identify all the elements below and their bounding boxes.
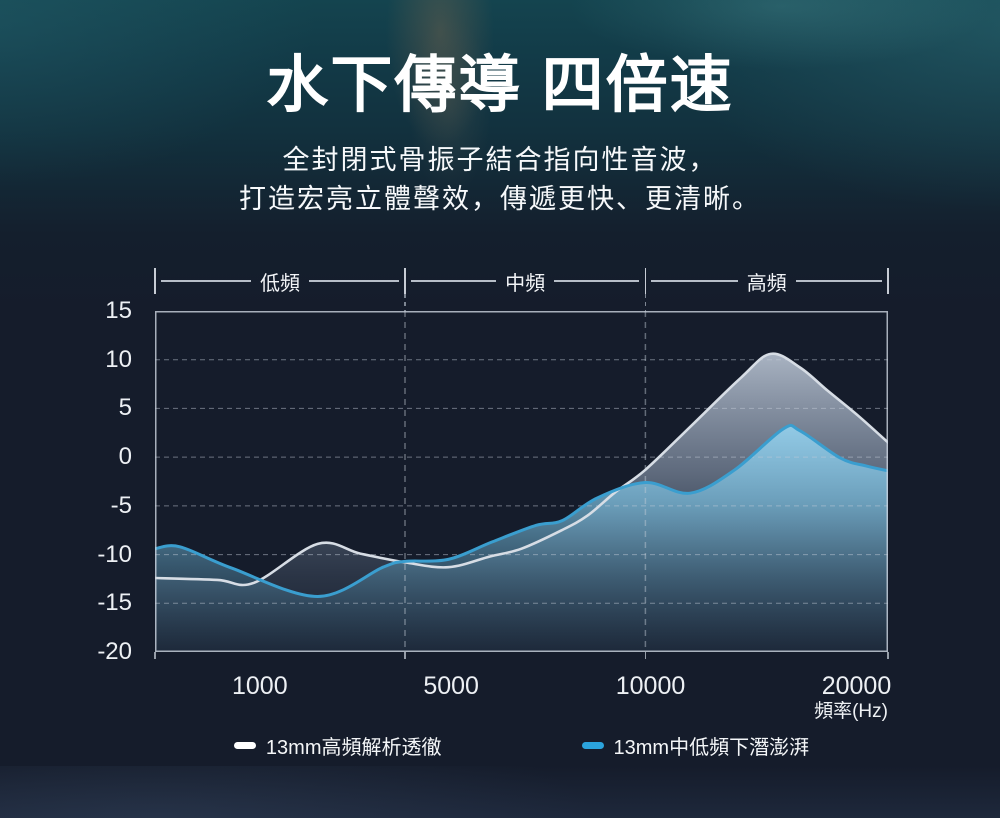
- underwater-photo-background: [0, 0, 1000, 312]
- band-line: [795, 280, 882, 282]
- band-divider-stub: [404, 294, 406, 311]
- band-line: [410, 280, 497, 282]
- y-tick-label: -15: [97, 589, 132, 617]
- series-area-1: [155, 425, 888, 652]
- x-tick-label: 20000: [821, 672, 892, 700]
- subtitle-line-2: 打造宏亮立體聲效，傳遞更快、更清晰。: [239, 184, 761, 214]
- band-line: [308, 280, 399, 282]
- y-tick-label: -20: [97, 638, 132, 665]
- legend-dash-icon: [233, 741, 256, 749]
- frequency-response-chart: [155, 311, 888, 652]
- y-tick-label: 0: [118, 443, 132, 471]
- plot-border: [155, 311, 888, 652]
- x-axis-unit-label: 頻率(Hz): [814, 701, 888, 722]
- band-line: [161, 280, 251, 282]
- chart-canvas: [155, 311, 888, 652]
- y-tick-label: 10: [105, 345, 132, 373]
- band-divider-stub: [644, 294, 647, 311]
- legend-item: 13mm高頻解析透徹: [233, 731, 442, 760]
- y-tick-label: -10: [97, 540, 132, 568]
- y-tick-label: 5: [118, 394, 132, 422]
- chart-legend: 13mm高頻解析透徹 13mm中低頻下潛澎湃: [155, 731, 888, 759]
- band-line: [554, 280, 640, 282]
- x-tick-label: 1000: [232, 672, 288, 700]
- series-line-1: [155, 423, 888, 599]
- series-line-0: [155, 352, 888, 587]
- x-tick-label: 10000: [615, 672, 686, 700]
- band-tick: [404, 268, 406, 294]
- x-axis-tick: [154, 652, 156, 659]
- band-中頻: 中頻: [405, 268, 645, 295]
- band-tick: [887, 268, 889, 294]
- page-title: 水下傳導 四倍速: [266, 51, 734, 120]
- legend-label: 13mm高頻解析透徹: [265, 736, 442, 759]
- y-tick-label: -5: [110, 491, 132, 519]
- x-axis-tick: [887, 652, 889, 659]
- band-label: 中頻: [505, 272, 546, 295]
- band-高頻: 高頻: [645, 268, 888, 295]
- legend-dash-icon: [581, 741, 604, 749]
- y-tick-label: 15: [105, 297, 132, 324]
- band-tick: [644, 268, 647, 294]
- band-line: [651, 280, 738, 282]
- legend-item: 13mm中低頻下潛澎湃: [581, 731, 810, 760]
- x-axis-tick: [644, 652, 647, 659]
- band-tick: [154, 268, 156, 294]
- page-subtitle: 全封閉式骨振子結合指向性音波， 打造宏亮立體聲效，傳遞更快、更清晰。: [0, 141, 1000, 219]
- x-tick-label: 5000: [423, 672, 479, 700]
- band-低頻: 低頻: [155, 268, 405, 295]
- band-label: 高頻: [746, 272, 787, 295]
- band-label: 低頻: [259, 272, 300, 295]
- legend-label: 13mm中低頻下潛澎湃: [613, 736, 810, 759]
- bottom-glow: [0, 766, 1000, 818]
- x-axis-tick: [404, 652, 406, 659]
- subtitle-line-1: 全封閉式骨振子結合指向性音波，: [282, 145, 718, 175]
